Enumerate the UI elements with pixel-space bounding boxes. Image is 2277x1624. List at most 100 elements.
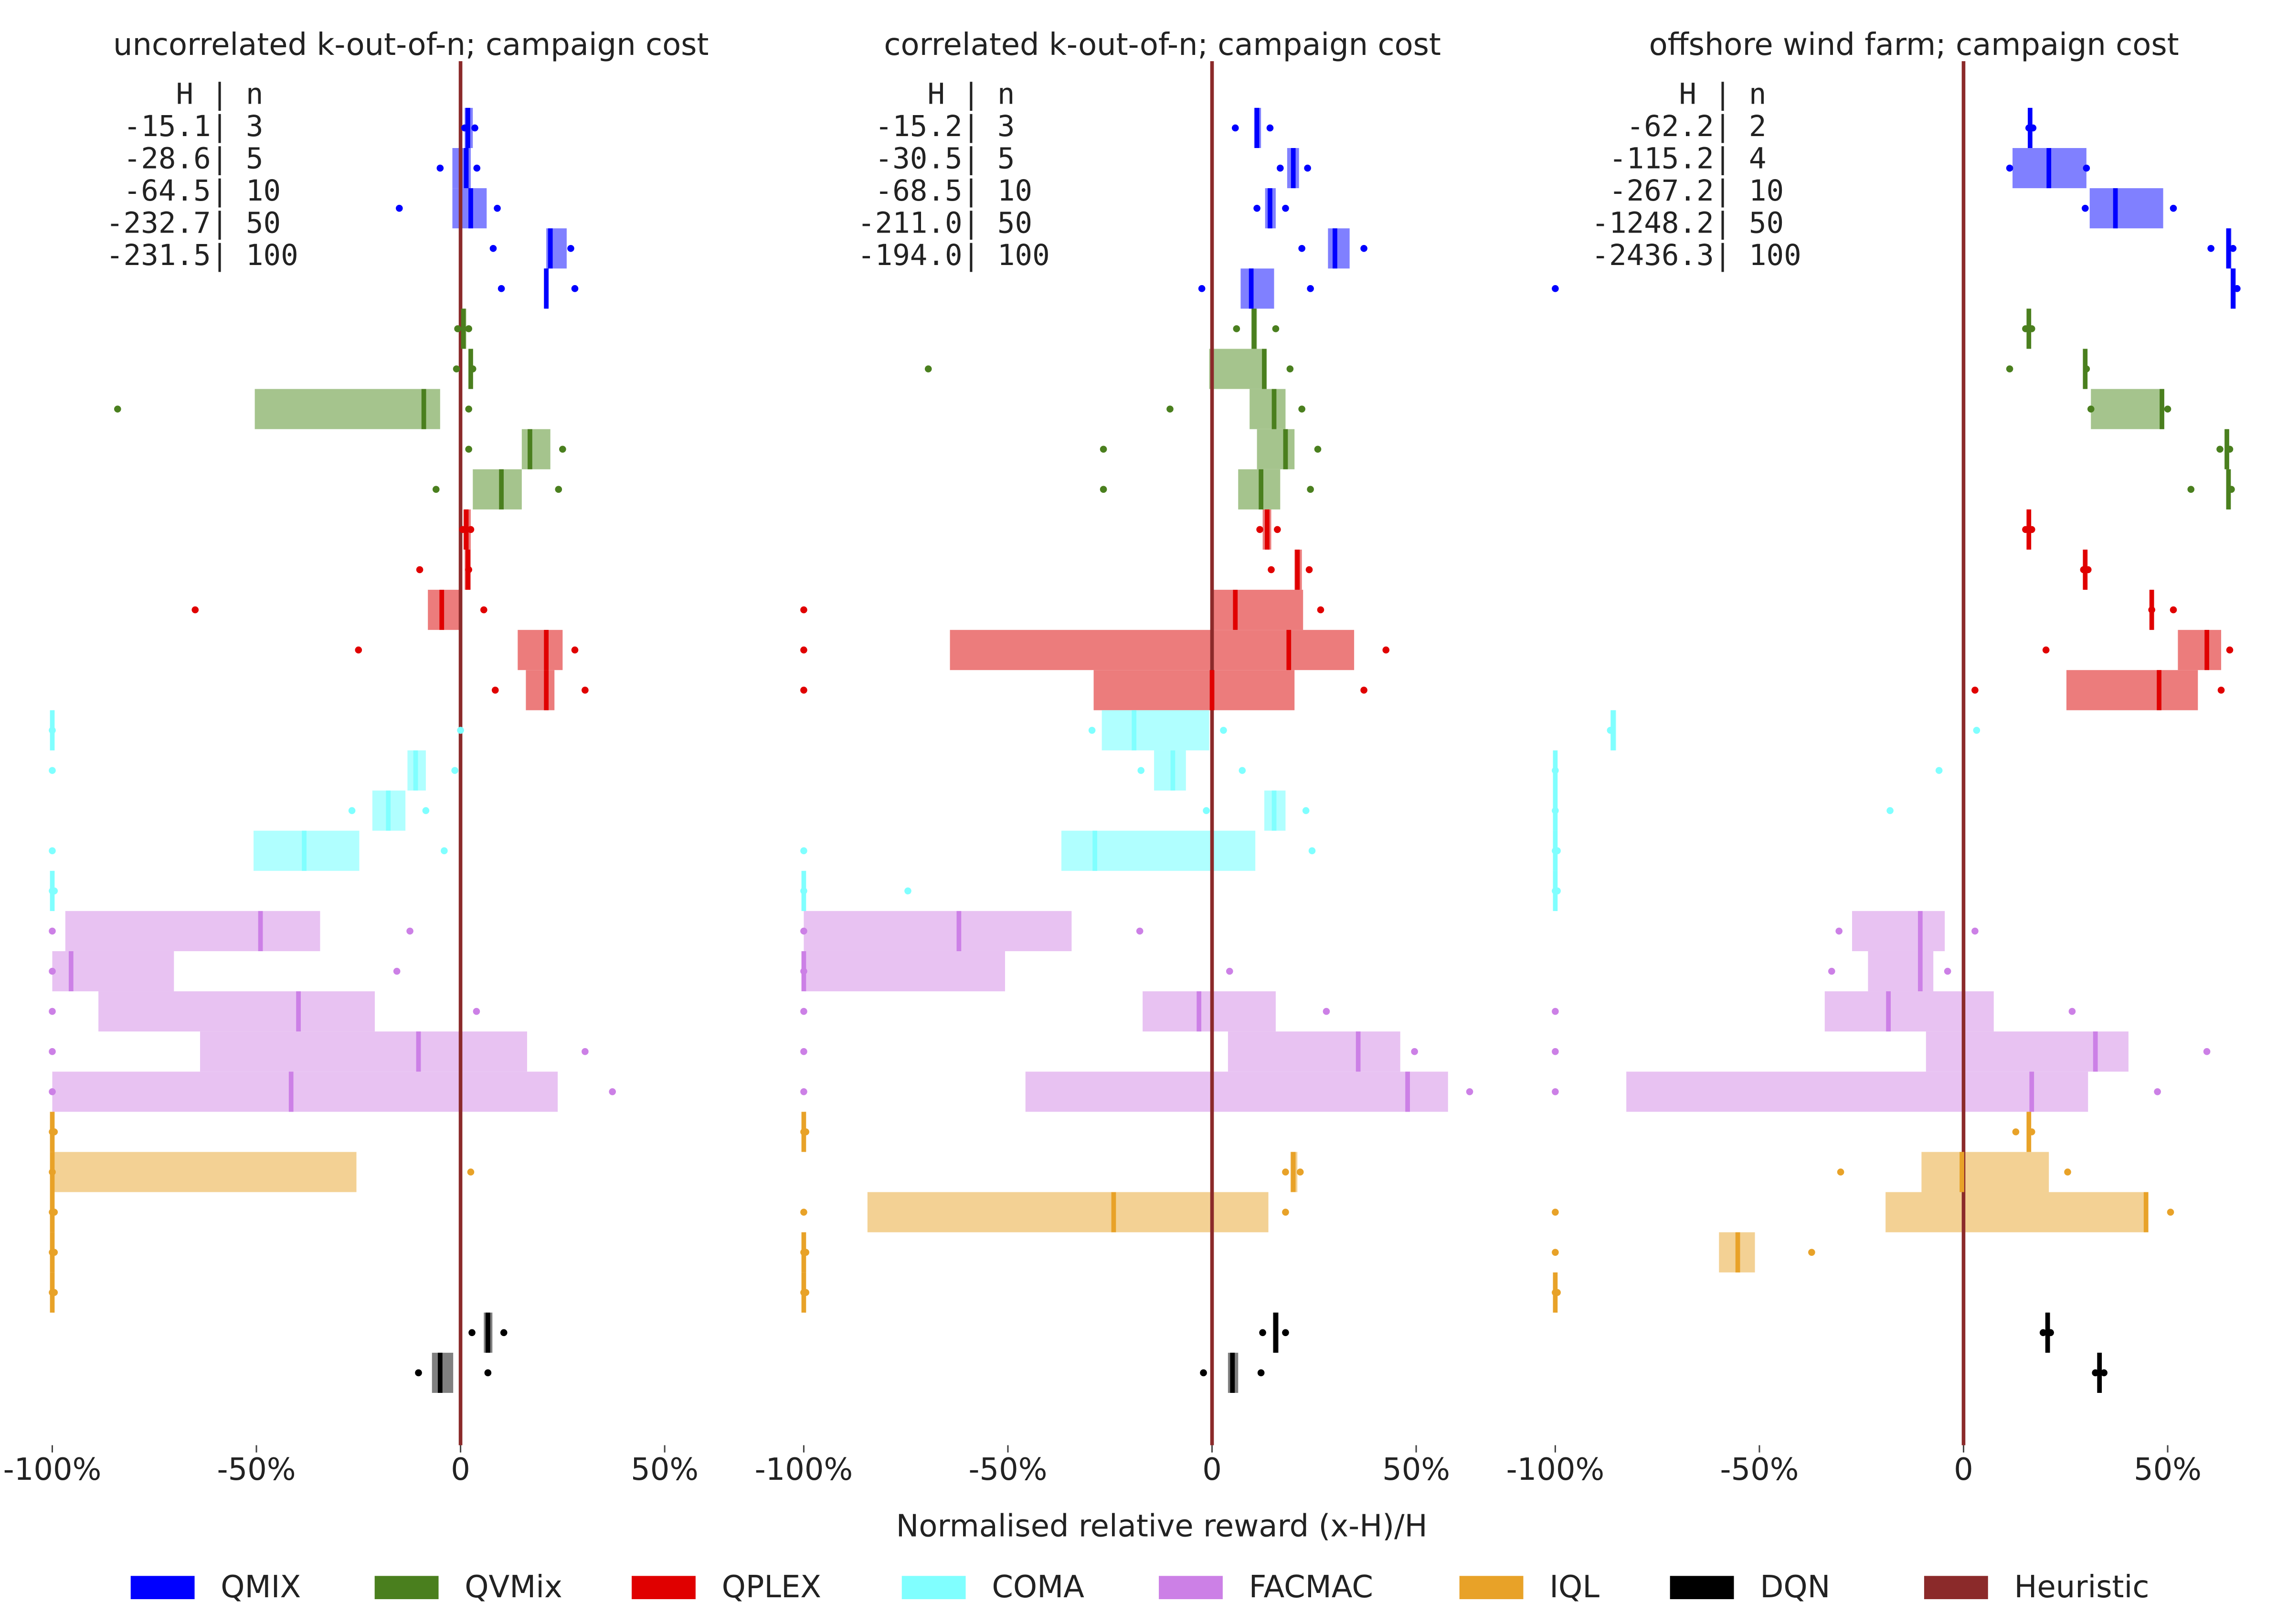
iqr-box	[254, 389, 440, 429]
extreme-dot	[582, 1048, 589, 1055]
extreme-dot	[1360, 244, 1367, 252]
extreme-dot	[416, 566, 424, 573]
extreme-dot	[1231, 124, 1239, 132]
extreme-dot	[348, 807, 356, 814]
extreme-dot	[49, 767, 56, 774]
extreme-dot	[1317, 606, 1324, 614]
legend-swatch	[901, 1576, 966, 1599]
score-table-line: H | n	[1591, 78, 1766, 111]
extreme-dot	[800, 606, 807, 614]
x-axis-label: Normalised relative reward (x-H)/H	[896, 1509, 1428, 1544]
score-table-line: -28.6| 5	[106, 142, 264, 176]
extreme-dot	[1304, 164, 1311, 172]
extreme-dot	[800, 1048, 807, 1055]
extreme-dot	[49, 1088, 56, 1095]
extreme-dot	[2170, 204, 2177, 212]
score-table-line: -30.5| 5	[858, 142, 1015, 176]
extreme-dot	[473, 1008, 480, 1015]
extreme-dot	[1268, 566, 1275, 573]
extreme-dot	[1466, 1088, 1473, 1095]
extreme-dot	[1360, 687, 1367, 694]
extreme-dot	[1226, 967, 1233, 975]
extreme-dot	[2217, 687, 2225, 694]
extreme-dot	[1166, 405, 1174, 413]
extreme-dot	[1233, 325, 1240, 332]
extreme-dot	[49, 847, 56, 855]
extreme-dot	[2154, 1088, 2161, 1095]
iqr-box	[2066, 670, 2198, 711]
extreme-dot	[451, 767, 458, 774]
extreme-dot	[582, 687, 589, 694]
extreme-dot	[51, 1289, 58, 1296]
extreme-dot	[498, 285, 505, 292]
extreme-dot	[1552, 1088, 1559, 1095]
extreme-dot	[432, 486, 440, 493]
extreme-dot	[465, 446, 472, 453]
score-table-line: -15.1| 3	[106, 110, 264, 143]
extreme-dot	[800, 1088, 807, 1095]
iqr-box	[1228, 1031, 1400, 1072]
extreme-dot	[2042, 646, 2050, 654]
extreme-dot	[465, 566, 472, 573]
extreme-dot	[473, 164, 481, 172]
extreme-dot	[1808, 1249, 1815, 1256]
x-tick-label: 50%	[631, 1452, 699, 1487]
legend-label: QPLEX	[722, 1570, 821, 1605]
extreme-dot	[467, 526, 475, 533]
panel-title: correlated k-out-of-n; campaign cost	[884, 27, 1441, 63]
extreme-dot	[802, 1289, 810, 1296]
iqr-box	[65, 911, 320, 951]
extreme-dot	[51, 1249, 58, 1256]
iqr-box	[521, 429, 551, 469]
extreme-dot	[1305, 566, 1313, 573]
extreme-dot	[2228, 486, 2235, 493]
iqr-box	[1852, 911, 1945, 951]
iqr-box	[2091, 389, 2163, 429]
extreme-dot	[465, 405, 472, 413]
legend-label: DQN	[1760, 1570, 1830, 1605]
extreme-dot	[1973, 727, 1980, 734]
x-tick-label: -50%	[217, 1452, 296, 1487]
extreme-dot	[2084, 566, 2092, 573]
extreme-dot	[51, 1128, 58, 1136]
x-tick-label: -100%	[755, 1452, 853, 1487]
extreme-dot	[51, 1209, 58, 1216]
extreme-dot	[2047, 1329, 2054, 1337]
extreme-dot	[2170, 606, 2177, 614]
x-tick-label: -100%	[3, 1452, 102, 1487]
extreme-dot	[559, 446, 566, 453]
extreme-dot	[2207, 244, 2214, 252]
extreme-dot	[441, 847, 448, 855]
extreme-dot	[2087, 405, 2095, 413]
extreme-dot	[800, 847, 807, 855]
extreme-dot	[1296, 1168, 1304, 1176]
iqr-box	[1240, 268, 1274, 309]
extreme-dot	[1282, 204, 1289, 212]
extreme-dot	[480, 606, 487, 614]
extreme-dot	[802, 1128, 810, 1136]
extreme-dot	[2081, 204, 2089, 212]
extreme-dot	[1220, 727, 1227, 734]
extreme-dot	[1274, 526, 1281, 533]
iqr-box	[432, 1352, 454, 1393]
extreme-dot	[800, 687, 807, 694]
panel-title: uncorrelated k-out-of-n; campaign cost	[113, 27, 709, 63]
extreme-dot	[2164, 405, 2171, 413]
extreme-dot	[567, 244, 574, 252]
x-tick-label: 0	[451, 1452, 470, 1487]
extreme-dot	[2006, 365, 2013, 372]
x-tick-label: 0	[1202, 1452, 1222, 1487]
extreme-dot	[494, 204, 501, 212]
extreme-dot	[609, 1088, 616, 1095]
extreme-dot	[465, 325, 472, 332]
extreme-dot	[1256, 526, 1263, 533]
extreme-dot	[1272, 325, 1280, 332]
extreme-dot	[571, 285, 579, 292]
extreme-dot	[453, 365, 460, 372]
iqr-box	[1921, 1152, 2049, 1192]
extreme-dot	[1307, 285, 1314, 292]
score-table-line: H | n	[106, 78, 264, 111]
score-table-line: -267.2| 10	[1591, 174, 1784, 208]
legend-label: IQL	[1549, 1570, 1599, 1605]
extreme-dot	[406, 927, 413, 935]
